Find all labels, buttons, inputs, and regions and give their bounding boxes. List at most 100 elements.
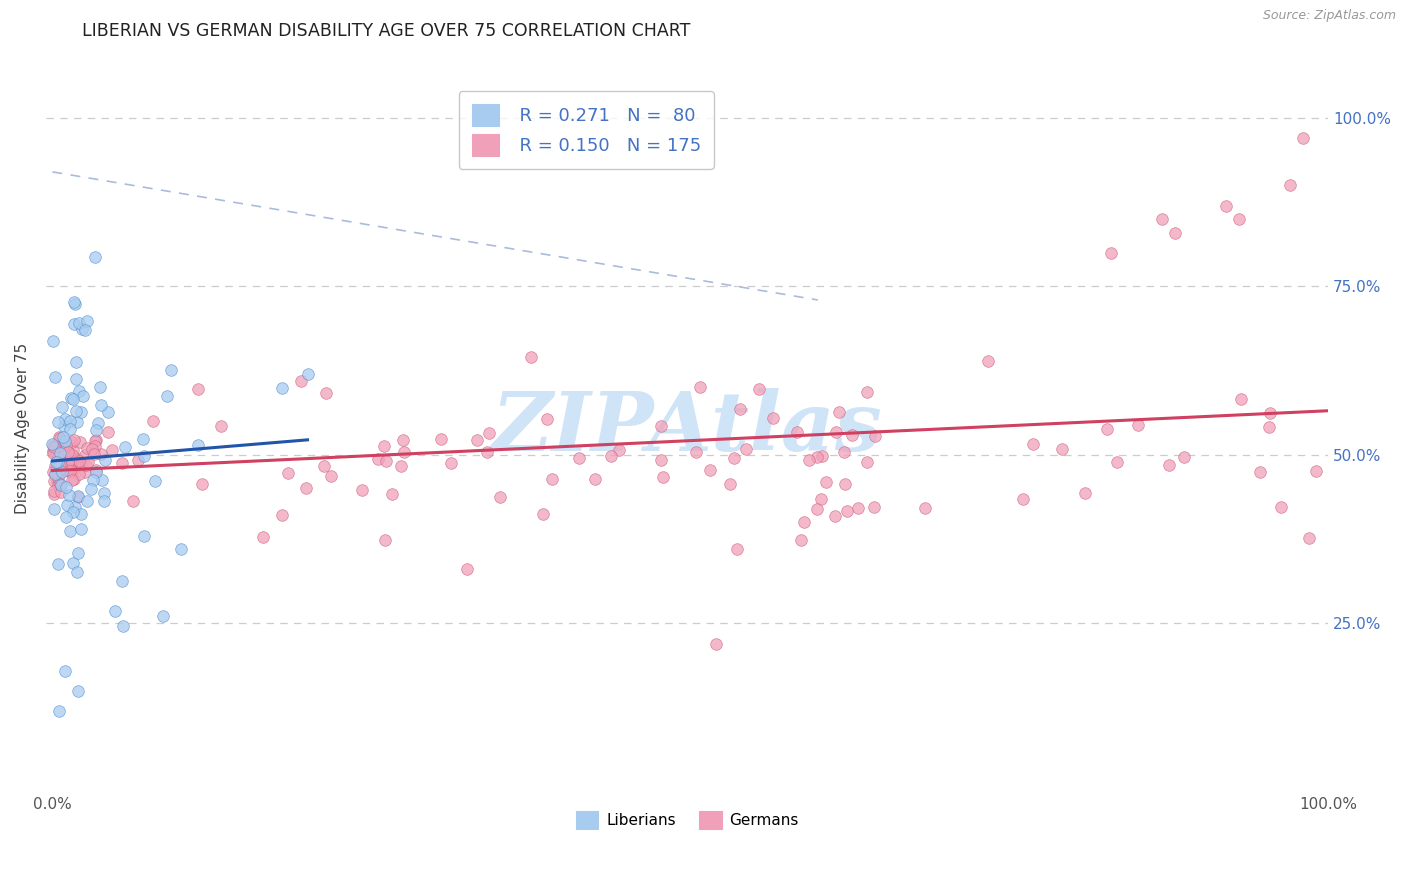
Point (806, 502, 828, 516)
Point (59, 454, 82, 468)
Point (42, 444, 65, 458)
Point (277, 466, 299, 480)
Point (811, 449, 834, 463)
Point (1291, 131, 1313, 145)
Point (51, 400, 73, 414)
Point (76, 493, 98, 508)
Point (94, 453, 117, 467)
Point (89, 379, 111, 393)
Point (59, 524, 82, 538)
Point (70, 322, 93, 336)
Point (59, 464, 82, 478)
Point (391, 433, 413, 447)
Point (1157, 458, 1180, 472)
Point (70, 458, 93, 472)
Point (1073, 486, 1095, 500)
Point (104, 604, 127, 618)
Point (650, 453, 672, 467)
Point (65, 500, 87, 514)
Point (389, 458, 412, 473)
Point (82, 442, 104, 456)
Point (728, 401, 751, 416)
Point (62, 443, 84, 458)
Point (49, 462, 72, 476)
Point (97, 425, 120, 440)
Point (58, 463, 80, 477)
Point (825, 425, 848, 439)
Point (607, 443, 630, 458)
Point (169, 542, 191, 557)
Point (271, 508, 294, 522)
Point (786, 425, 808, 439)
Point (60, 462, 83, 476)
Point (1278, 178, 1301, 193)
Point (42, 465, 65, 479)
Point (297, 367, 319, 381)
Point (134, 529, 156, 543)
Point (290, 375, 312, 389)
Point (49, 477, 72, 491)
Point (67, 489, 90, 503)
Point (59, 414, 82, 428)
Point (46, 474, 69, 488)
Point (1173, 450, 1195, 464)
Point (46, 471, 69, 485)
Point (101, 442, 124, 457)
Point (832, 445, 855, 459)
Point (84, 465, 107, 479)
Point (90, 473, 112, 487)
Point (86, 423, 108, 437)
Point (142, 414, 165, 428)
Point (46, 454, 69, 468)
Point (725, 541, 748, 556)
Point (49, 478, 72, 492)
Point (83, 250, 105, 264)
Point (583, 472, 606, 486)
Point (475, 445, 498, 459)
Point (429, 433, 451, 447)
Point (456, 562, 478, 576)
Point (865, 428, 887, 442)
Point (60, 434, 83, 449)
Point (48, 444, 70, 458)
Point (52, 460, 75, 475)
Point (55, 510, 77, 524)
Point (1227, 212, 1250, 227)
Point (44, 458, 66, 473)
Point (312, 459, 335, 474)
Point (1099, 245, 1122, 260)
Point (856, 385, 879, 400)
Point (478, 426, 501, 441)
Point (66, 565, 89, 579)
Point (93, 485, 115, 500)
Point (60, 457, 83, 471)
Point (132, 432, 155, 446)
Point (66, 415, 89, 429)
Point (51, 465, 73, 479)
Point (111, 574, 134, 589)
Point (44, 467, 66, 481)
Point (531, 507, 554, 521)
Point (67, 467, 90, 481)
Text: Source: ZipAtlas.com: Source: ZipAtlas.com (1263, 9, 1396, 22)
Point (42, 444, 65, 458)
Point (75, 458, 97, 472)
Point (748, 382, 770, 396)
Point (704, 637, 727, 651)
Point (65, 404, 87, 418)
Point (1021, 437, 1043, 451)
Point (49, 456, 72, 470)
Point (84, 463, 107, 477)
Point (60, 448, 83, 462)
Point (44, 484, 66, 499)
Point (82, 473, 104, 487)
Point (55, 498, 77, 512)
Point (44, 467, 66, 482)
Point (59, 391, 82, 405)
Point (837, 504, 859, 518)
Point (367, 451, 389, 466)
Point (373, 440, 395, 454)
Point (600, 449, 623, 463)
Point (63, 433, 86, 447)
Point (84, 434, 107, 448)
